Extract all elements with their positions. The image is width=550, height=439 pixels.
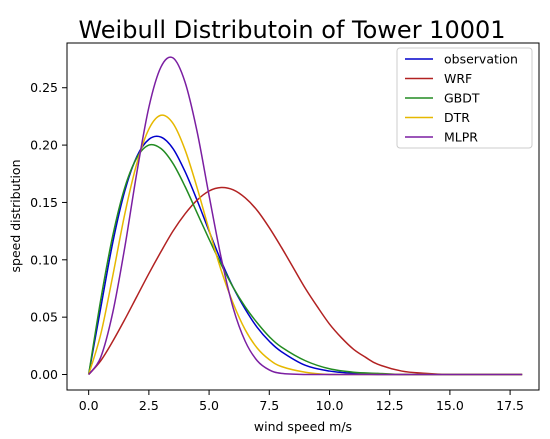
- x-tick-label: 5.0: [199, 398, 219, 413]
- y-tick-label: 0.15: [30, 195, 58, 210]
- legend-label-gbdt: GBDT: [444, 91, 480, 106]
- x-tick-label: 17.5: [496, 398, 524, 413]
- x-tick-label: 7.5: [259, 398, 279, 413]
- series-line-observation: [87, 135, 523, 376]
- legend-label-dtr: DTR: [444, 110, 470, 125]
- legend-label-observation: observation: [444, 52, 518, 67]
- y-tick-label: 0.00: [30, 367, 58, 382]
- y-tick-label: 0.05: [30, 310, 58, 325]
- legend: observation WRF GBDT DTR MLPR: [396, 47, 533, 149]
- plot-frame: [66, 42, 540, 391]
- y-tick-label: 0.20: [30, 138, 58, 153]
- series-line-gbdt: [87, 143, 523, 376]
- legend-label-mlpr: MLPR: [444, 130, 478, 145]
- legend-label-wrf: WRF: [444, 71, 472, 86]
- y-tick-label: 0.10: [30, 252, 58, 267]
- x-tick-label: 0.0: [79, 398, 99, 413]
- x-axis-label: wind speed m/s: [254, 419, 352, 434]
- series-line-wrf: [88, 186, 523, 376]
- x-tick-label: 15.0: [436, 398, 464, 413]
- x-tick-label: 12.5: [376, 398, 404, 413]
- chart-title: Weibull Distributoin of Tower 10001: [78, 16, 505, 44]
- y-axis-label: speed distribution: [8, 160, 23, 273]
- legend-frame: [396, 47, 533, 149]
- series-line-dtr: [87, 114, 523, 376]
- x-tick-label: 2.5: [139, 398, 159, 413]
- y-tick-label: 0.25: [30, 80, 58, 95]
- series-line-mlpr: [88, 56, 523, 376]
- x-tick-label: 10.0: [316, 398, 344, 413]
